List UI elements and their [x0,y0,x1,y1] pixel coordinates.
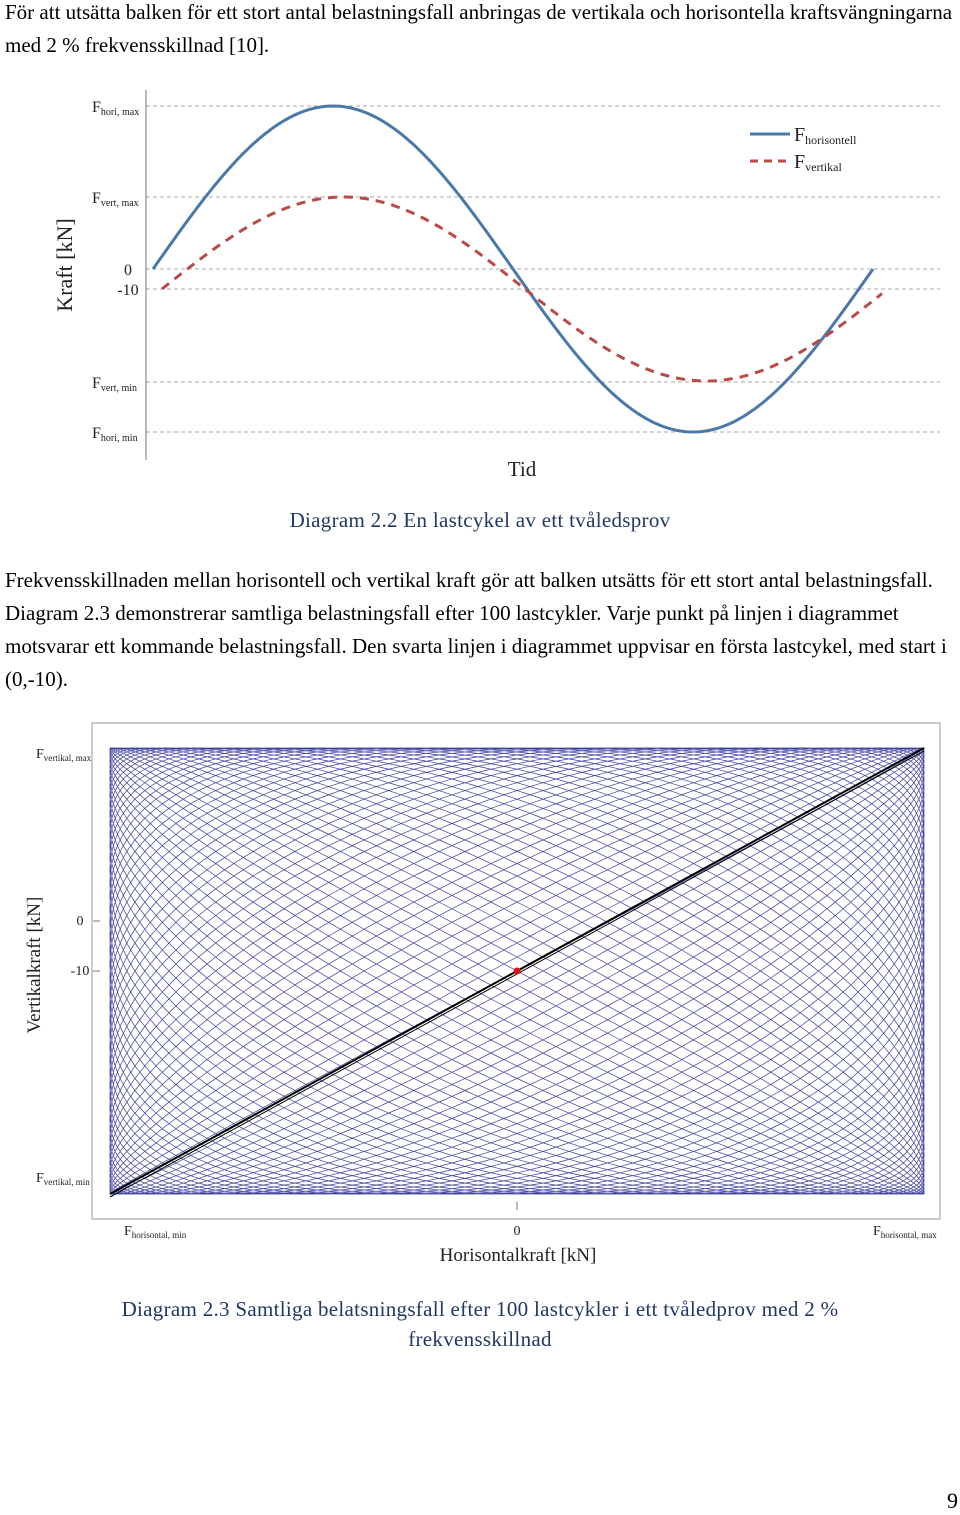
start-point [513,967,521,975]
level-label: -10 [117,282,138,299]
legend-label-vertikal: Fvertikal [794,151,842,174]
y-axis-label: Vertikalkraft [kN] [24,897,45,1034]
level-label: 0 [124,262,132,279]
load-cases-chart: Fvertikal, max 0 -10 Fvertikal, min Fhorison… [24,722,941,1266]
y-level-label: Fvertikal, max [36,747,92,763]
legend: Fhorisontell Fvertikal [750,124,857,174]
level-label: Fhori, min [92,425,138,444]
figure1-caption: Diagram 2.2 En lastcykel av ett tvåledsp… [289,508,671,532]
figure2-frame [91,722,941,1220]
series-vertikal [161,195,883,383]
level-label: Fhori, max [92,99,139,118]
x-level-label: Fhorisontal, max [873,1224,937,1240]
level-label: Fvert, min [92,375,137,394]
y-axis-label: Kraft [kN] [52,218,77,311]
body-paragraph: Frekvensskillnaden mellan horisontell oc… [5,568,947,691]
figure2-caption: Diagram 2.3 Samtliga belatsningsfall eft… [121,1297,839,1351]
load-cycle-chart: Fhori, max Fvert, max 0 -10 Fvert, min Fhori,… [52,90,940,481]
x-level-label: 0 [514,1224,521,1239]
page-number: 9 [947,1488,958,1513]
level-label: Fvert, max [92,190,139,209]
intro-paragraph: För att utsätta balken för ett stort ant… [5,0,953,57]
legend-label-horisontell: Fhorisontell [794,124,857,147]
x-axis-label: Horisontalkraft [kN] [440,1245,597,1266]
y-level-label: 0 [77,914,84,929]
x-level-label: Fhorisontal, min [124,1224,187,1240]
y-level-label: Fvertikal, min [36,1171,90,1187]
x-axis-label: Tid [508,457,537,481]
y-level-label: -10 [71,964,90,979]
series-horisontell [151,104,875,434]
